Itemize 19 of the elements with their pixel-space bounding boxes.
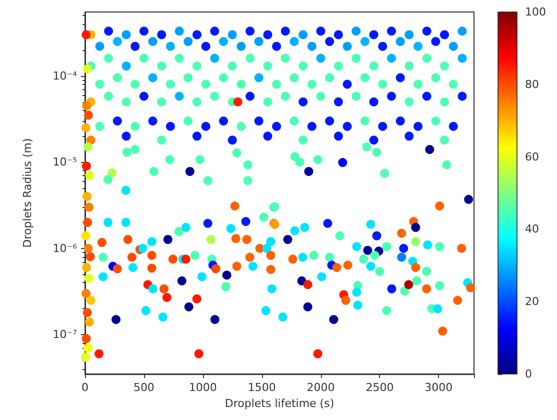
color-bar-label: 60 bbox=[525, 150, 539, 164]
y-tick-label: 10⁻⁶ bbox=[52, 242, 78, 255]
x-tick-label: 500 bbox=[133, 381, 154, 394]
x-tick-label: 2500 bbox=[366, 381, 394, 394]
x-tick-label: 1000 bbox=[188, 381, 217, 394]
x-tick-label: 3000 bbox=[424, 381, 453, 394]
x-tick-label: 2000 bbox=[306, 381, 335, 394]
y-tick-label: 10⁻⁵ bbox=[52, 156, 77, 169]
x-axis-title: Droplets lifetime (s) bbox=[224, 397, 334, 410]
color-bar-label: 0 bbox=[525, 368, 532, 380]
color-bar-label: 80 bbox=[525, 78, 539, 91]
y-tick-label: 10⁻⁴ bbox=[52, 69, 78, 82]
color-bar-label: 20 bbox=[525, 295, 539, 308]
y-axis-title: Droplets Radius (m) bbox=[21, 138, 34, 248]
x-tick-label: 1500 bbox=[248, 381, 276, 394]
y-tick-label: 10⁻⁷ bbox=[52, 328, 77, 342]
color-bar-label: 100 bbox=[525, 6, 546, 18]
x-tick-label: 0 bbox=[82, 381, 88, 394]
color-bar-label: 40 bbox=[525, 222, 539, 236]
